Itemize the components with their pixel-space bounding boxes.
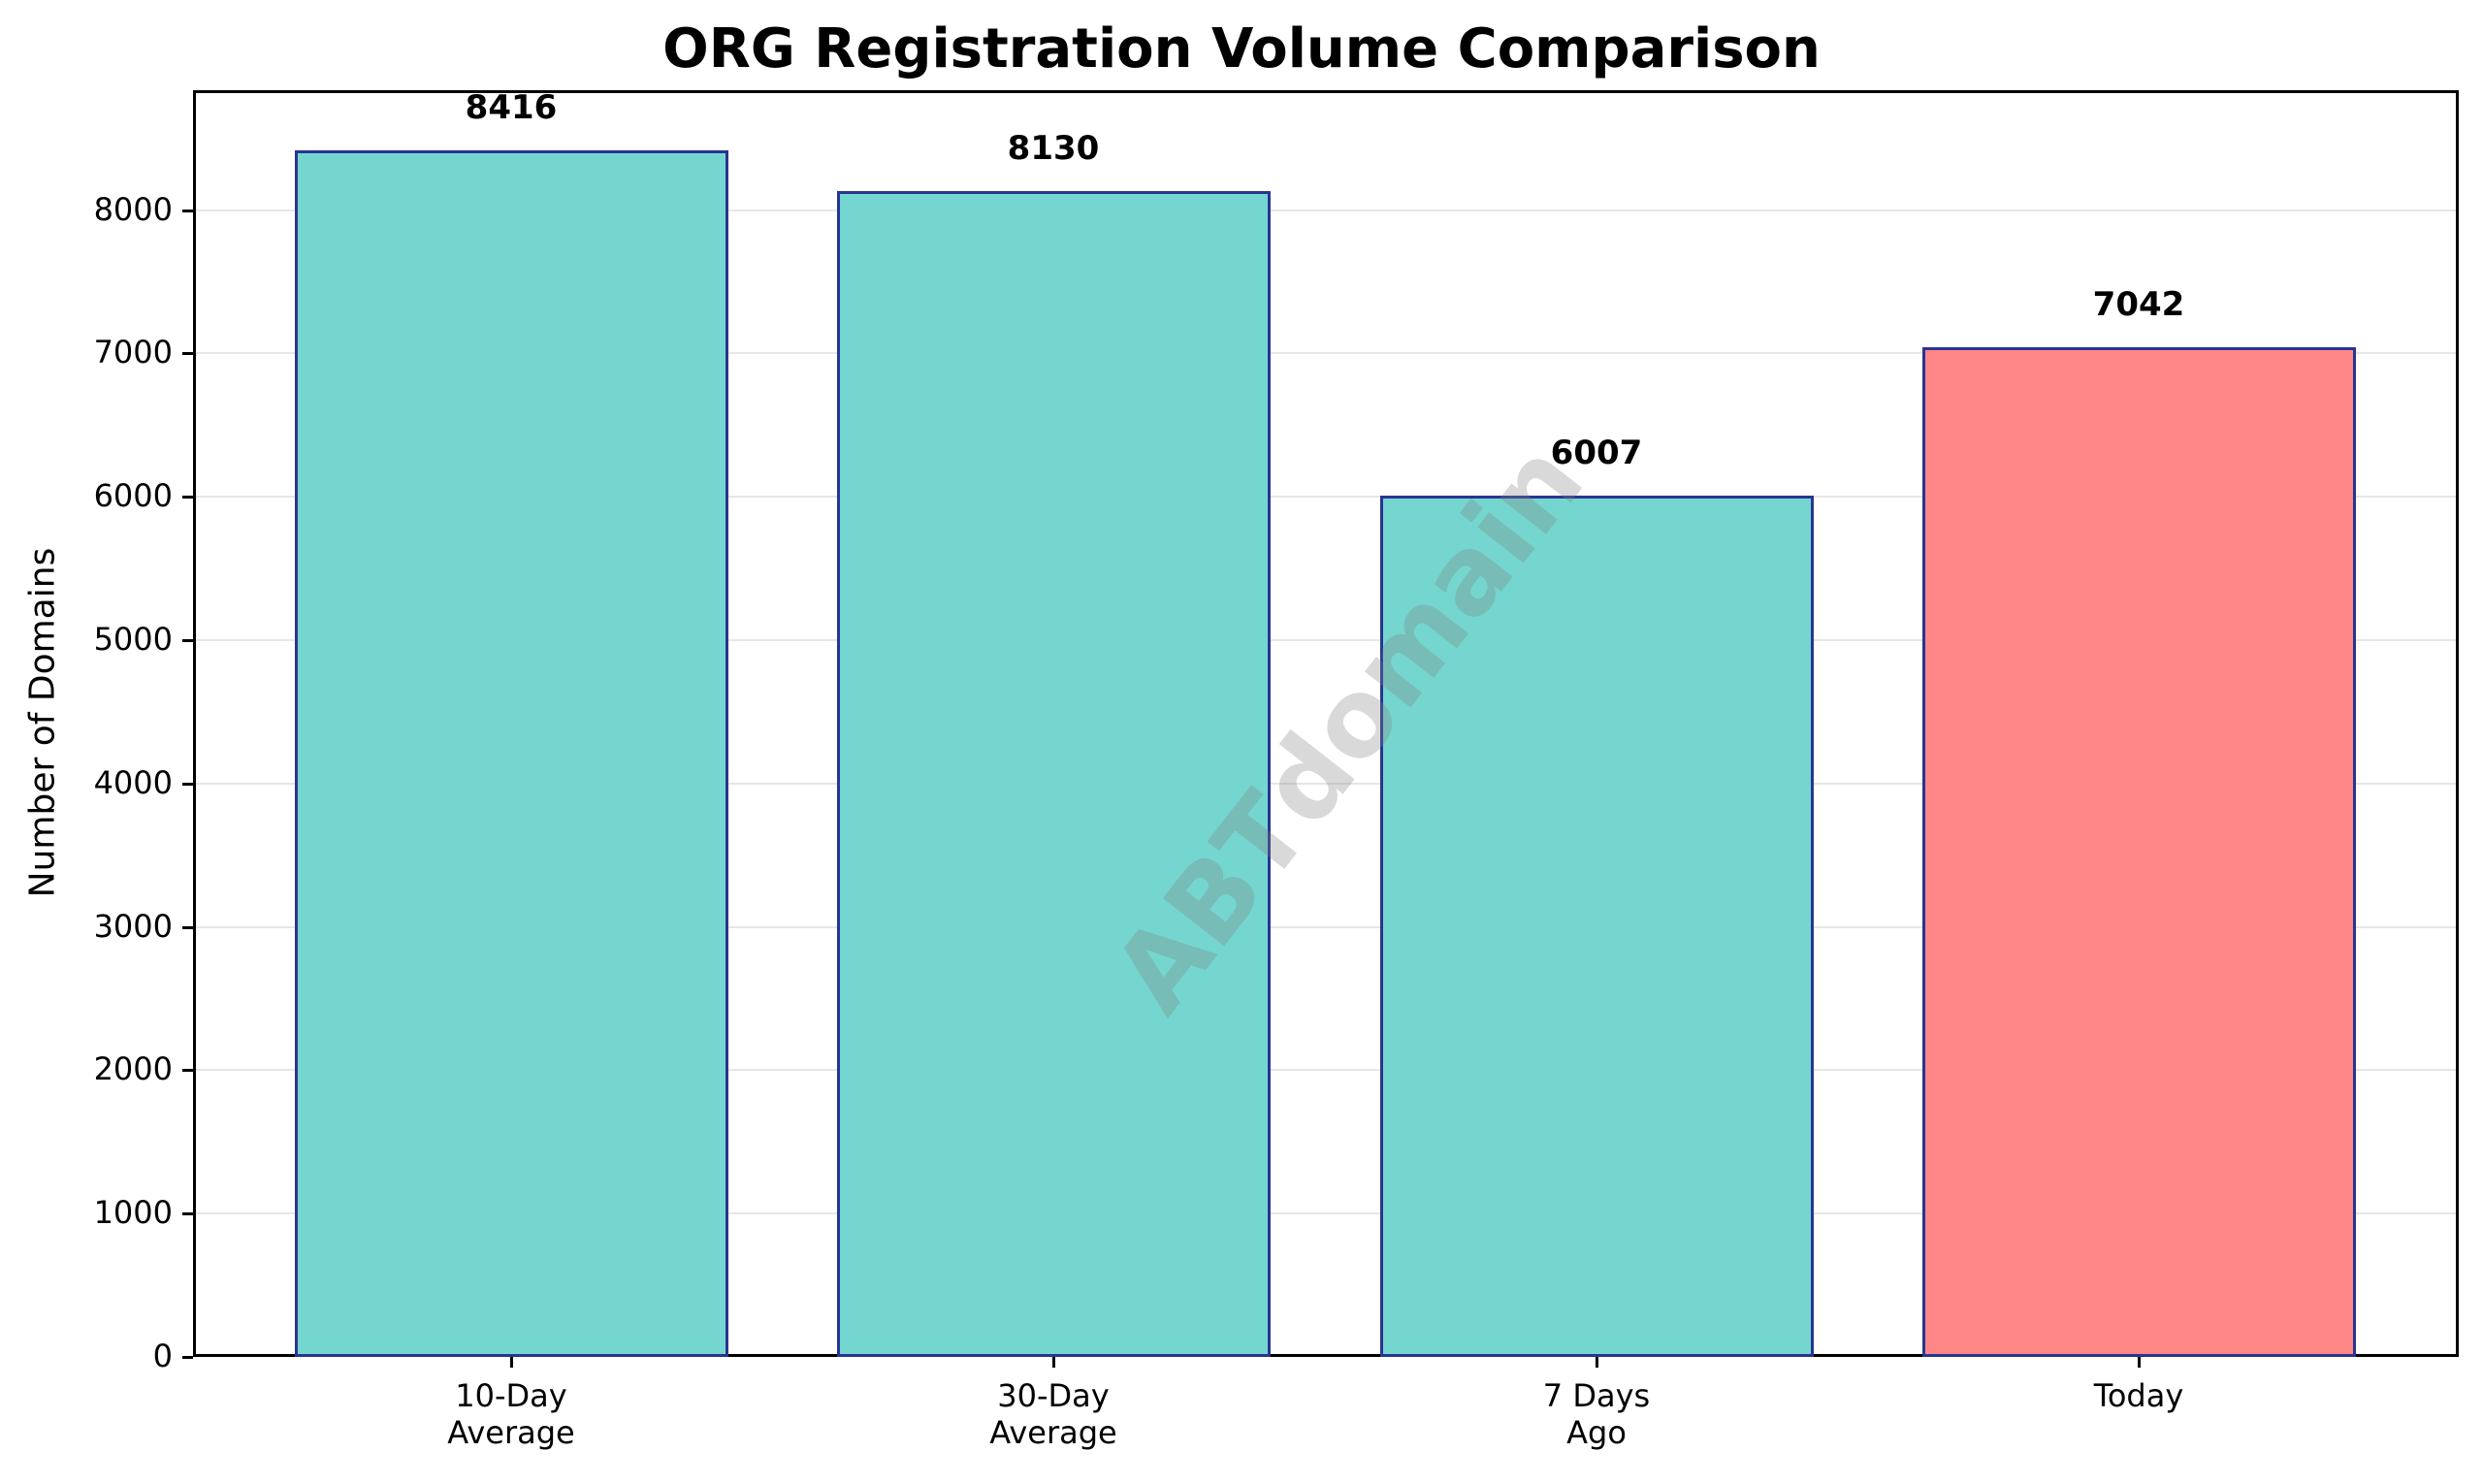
x-tick-mark bbox=[1052, 1357, 1055, 1368]
gridline bbox=[193, 782, 2459, 785]
y-tick-mark bbox=[182, 496, 193, 500]
gridline bbox=[193, 209, 2459, 211]
value-label: 8416 bbox=[465, 88, 558, 128]
y-tick-mark bbox=[182, 1356, 193, 1359]
y-tick-mark bbox=[182, 1212, 193, 1216]
y-tick-mark bbox=[182, 1069, 193, 1073]
y-tick-label: 3000 bbox=[93, 907, 173, 945]
gridline bbox=[193, 1212, 2459, 1215]
gridline bbox=[193, 352, 2459, 355]
y-tick-label: 2000 bbox=[93, 1050, 173, 1088]
chart-title: ORG Registration Volume Comparison bbox=[662, 17, 1821, 81]
y-tick-label: 5000 bbox=[93, 621, 173, 658]
x-tick-mark bbox=[2138, 1357, 2141, 1368]
y-tick-label: 6000 bbox=[93, 477, 173, 515]
bar bbox=[294, 150, 728, 1357]
gridline bbox=[193, 1069, 2459, 1072]
y-tick-label: 1000 bbox=[93, 1194, 173, 1232]
x-tick-mark bbox=[510, 1357, 513, 1368]
gridline bbox=[193, 925, 2459, 928]
x-tick-label: 7 Days Ago bbox=[1542, 1377, 1651, 1451]
y-tick-mark bbox=[182, 925, 193, 929]
y-tick-mark bbox=[182, 639, 193, 642]
bar bbox=[1921, 347, 2356, 1357]
y-tick-label: 7000 bbox=[93, 334, 173, 371]
y-tick-mark bbox=[182, 209, 193, 212]
y-axis-label: Number of Domains bbox=[22, 547, 63, 898]
gridline bbox=[193, 639, 2459, 641]
x-tick-label: 10-Day Average bbox=[447, 1377, 575, 1451]
value-label: 7042 bbox=[2092, 285, 2185, 325]
x-tick-mark bbox=[1596, 1357, 1598, 1368]
x-tick-label: Today bbox=[2093, 1377, 2184, 1414]
y-tick-label: 8000 bbox=[93, 190, 173, 228]
plot-area bbox=[193, 90, 2459, 1357]
value-label: 8130 bbox=[1007, 129, 1100, 169]
y-tick-mark bbox=[182, 782, 193, 786]
value-label: 6007 bbox=[1550, 434, 1643, 473]
x-tick-label: 30-Day Average bbox=[989, 1377, 1117, 1451]
y-tick-label: 4000 bbox=[93, 763, 173, 801]
y-tick-label: 0 bbox=[152, 1338, 173, 1374]
bar bbox=[1379, 496, 1814, 1357]
y-tick-mark bbox=[182, 352, 193, 356]
gridline bbox=[193, 496, 2459, 499]
bar bbox=[836, 191, 1271, 1357]
